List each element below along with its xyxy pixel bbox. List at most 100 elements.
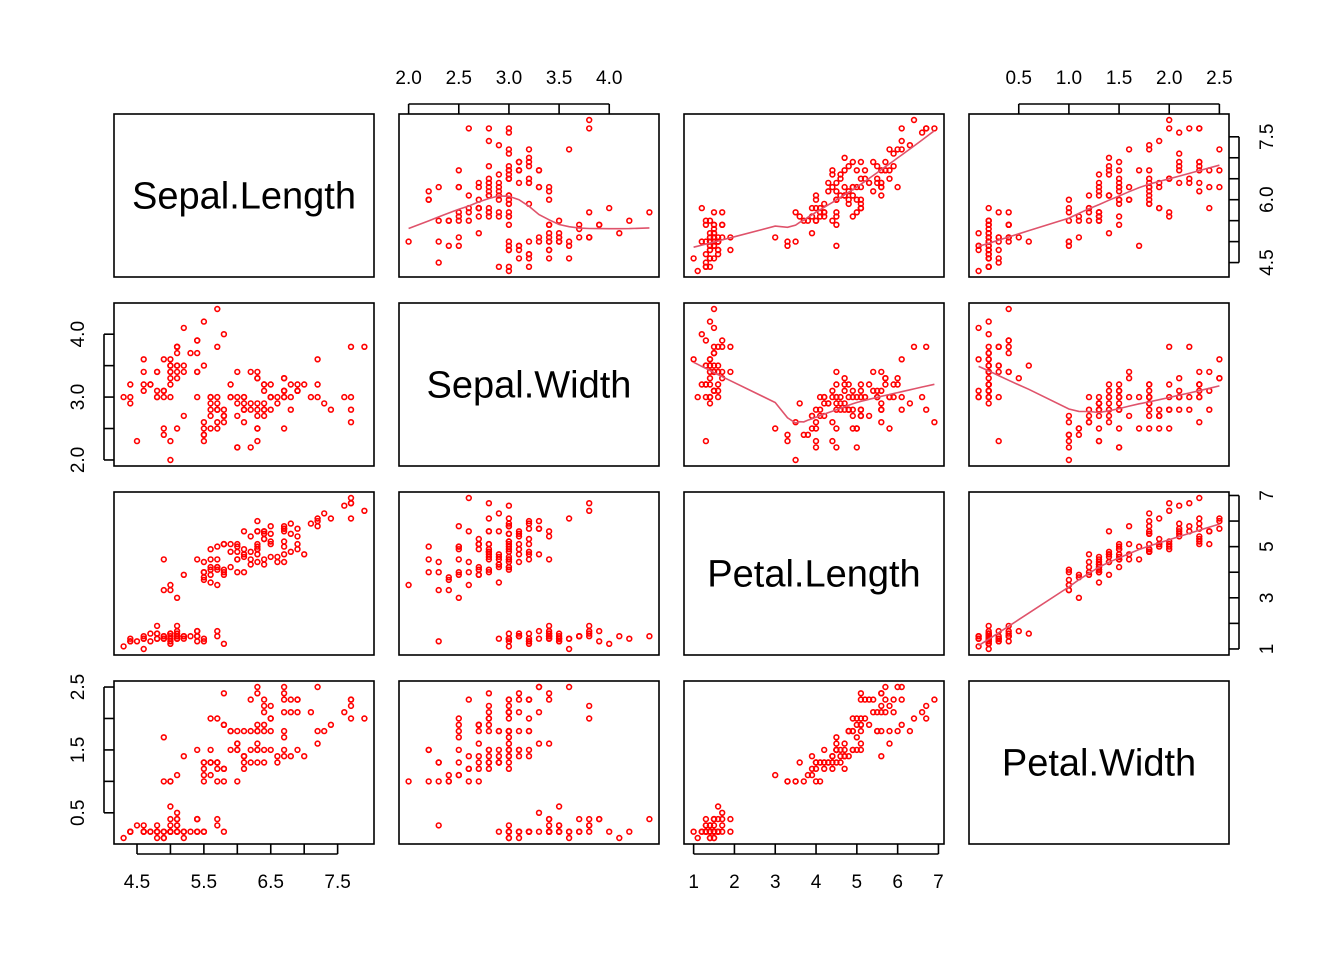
data-point xyxy=(1196,515,1203,522)
data-point xyxy=(254,375,261,382)
data-point xyxy=(585,828,593,835)
data-point xyxy=(307,520,315,527)
data-point xyxy=(812,425,820,432)
data-point xyxy=(465,528,472,535)
data-point xyxy=(1115,167,1123,174)
data-point xyxy=(1165,213,1173,220)
tick-label: 2.5 xyxy=(1206,68,1232,89)
data-point xyxy=(127,828,134,835)
data-point xyxy=(220,571,228,578)
tick-label: 6.5 xyxy=(258,872,284,893)
data-point xyxy=(495,579,503,586)
data-point xyxy=(405,238,412,245)
lowess-smooth-line xyxy=(978,164,1220,248)
data-point xyxy=(702,337,710,344)
data-point xyxy=(475,540,482,548)
data-point xyxy=(314,381,321,388)
data-point xyxy=(833,221,840,229)
tick-label: 3 xyxy=(770,872,781,893)
data-point xyxy=(845,163,852,170)
data-point xyxy=(718,221,726,229)
data-point xyxy=(995,259,1002,266)
data-point xyxy=(1216,167,1223,174)
data-point xyxy=(515,530,523,537)
data-point xyxy=(1075,217,1083,224)
data-point xyxy=(280,690,288,697)
data-point xyxy=(833,444,840,451)
data-point xyxy=(160,556,168,563)
panel-Petal.Length-vs-Petal.Width xyxy=(968,491,1230,656)
data-point xyxy=(710,815,718,823)
data-point xyxy=(918,129,926,136)
data-point xyxy=(702,251,710,258)
data-point xyxy=(455,522,462,530)
data-point xyxy=(861,696,869,703)
data-point xyxy=(1196,494,1203,502)
data-point xyxy=(626,635,633,642)
data-point xyxy=(1005,209,1012,216)
data-point xyxy=(853,425,860,432)
data-point xyxy=(878,400,885,407)
data-point xyxy=(1095,188,1103,195)
data-point xyxy=(495,209,503,216)
data-point xyxy=(173,368,181,376)
data-point xyxy=(194,627,201,635)
data-point xyxy=(505,515,513,522)
data-point xyxy=(545,533,553,540)
data-point xyxy=(455,734,462,741)
data-point xyxy=(985,204,992,212)
data-point xyxy=(214,305,221,313)
data-point xyxy=(555,217,563,224)
data-point xyxy=(535,167,543,174)
data-point xyxy=(495,142,503,149)
data-point xyxy=(234,400,241,407)
data-point xyxy=(898,137,905,145)
data-point xyxy=(280,387,288,394)
data-point xyxy=(1216,356,1223,363)
data-point xyxy=(845,752,852,760)
data-point xyxy=(545,196,553,203)
data-point xyxy=(545,632,553,640)
data-point xyxy=(585,234,593,241)
data-point xyxy=(280,752,288,760)
data-point xyxy=(1065,419,1073,426)
data-point xyxy=(475,230,482,237)
data-point xyxy=(853,183,860,191)
data-point xyxy=(1145,412,1153,420)
data-point xyxy=(220,765,228,772)
data-point xyxy=(505,200,513,208)
data-point xyxy=(153,828,161,835)
data-point xyxy=(853,209,860,216)
data-point xyxy=(247,533,254,540)
data-point xyxy=(706,828,714,835)
data-point xyxy=(425,778,432,785)
data-point xyxy=(878,702,885,710)
data-point xyxy=(922,715,930,722)
data-point xyxy=(287,381,294,388)
data-point xyxy=(1165,343,1173,350)
data-point xyxy=(515,158,523,166)
data-point xyxy=(718,337,726,344)
data-point xyxy=(985,255,992,262)
data-point xyxy=(1145,146,1153,153)
data-point xyxy=(1065,209,1073,216)
data-point xyxy=(714,343,722,350)
tick-label: 2.0 xyxy=(68,447,89,473)
data-point xyxy=(465,752,472,760)
data-point xyxy=(837,752,844,760)
data-point xyxy=(985,381,992,388)
data-point xyxy=(280,746,288,754)
data-point xyxy=(247,727,254,735)
data-point xyxy=(1165,116,1173,124)
panel-Sepal.Length-vs-Sepal.Length: Sepal.Length xyxy=(113,113,375,278)
data-point xyxy=(167,362,174,369)
data-point xyxy=(898,356,905,363)
data-point xyxy=(220,406,228,413)
data-point xyxy=(575,632,583,640)
data-point xyxy=(280,393,288,401)
data-point xyxy=(1175,520,1183,527)
data-point xyxy=(829,171,836,178)
data-point xyxy=(140,387,147,394)
data-point xyxy=(485,540,493,548)
data-point xyxy=(287,708,294,716)
